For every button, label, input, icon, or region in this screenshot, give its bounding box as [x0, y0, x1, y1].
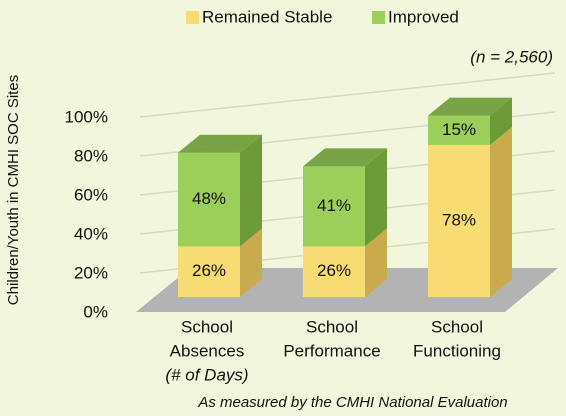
bar-side [240, 134, 262, 247]
footnote: As measured by the CMHI National Evaluat… [197, 394, 507, 411]
y-tick-label: 0% [83, 302, 108, 321]
x-tick-label: School [431, 317, 483, 336]
bar-side [490, 126, 512, 298]
bar-segment [303, 246, 365, 297]
bar-top [178, 134, 262, 153]
bar-side [490, 97, 512, 145]
annotation: (n = 2,560) [470, 47, 553, 66]
x-tick-label: School [181, 317, 233, 336]
y-tick-label: 60% [74, 185, 108, 204]
y-tick-label: 40% [74, 224, 108, 243]
legend-swatch [372, 11, 385, 24]
x-tick-label: Performance [283, 341, 380, 360]
bar-segment [178, 246, 240, 297]
y-tick-label: 20% [74, 263, 108, 282]
value-label: 41% [317, 196, 351, 215]
grid-line [139, 72, 556, 118]
value-label: 26% [192, 261, 226, 280]
value-label: 78% [442, 210, 476, 229]
value-label: 15% [442, 120, 476, 139]
x-tick-label: Absences [170, 341, 245, 360]
value-label: 48% [192, 189, 226, 208]
y-tick-label: 80% [74, 146, 108, 165]
bar-segment [428, 144, 490, 297]
value-label: 26% [317, 261, 351, 280]
bar-top [303, 148, 387, 167]
legend-label: Remained Stable [202, 7, 332, 26]
bar-top [428, 97, 512, 116]
bar-segment [178, 152, 240, 247]
legend-swatch [186, 11, 199, 24]
bar-side [365, 148, 387, 247]
y-axis-label: Children/Youth in CMHI SOC Sites [5, 75, 22, 305]
legend-label: Improved [388, 7, 459, 26]
bar-segment [428, 115, 490, 145]
y-tick-label: 100% [65, 107, 108, 126]
x-tick-label: (# of Days) [165, 365, 248, 384]
bar-segment [303, 166, 365, 247]
bar-side [240, 228, 262, 297]
bar-side [365, 228, 387, 297]
x-tick-label: School [306, 317, 358, 336]
x-tick-label: Functioning [413, 341, 501, 360]
